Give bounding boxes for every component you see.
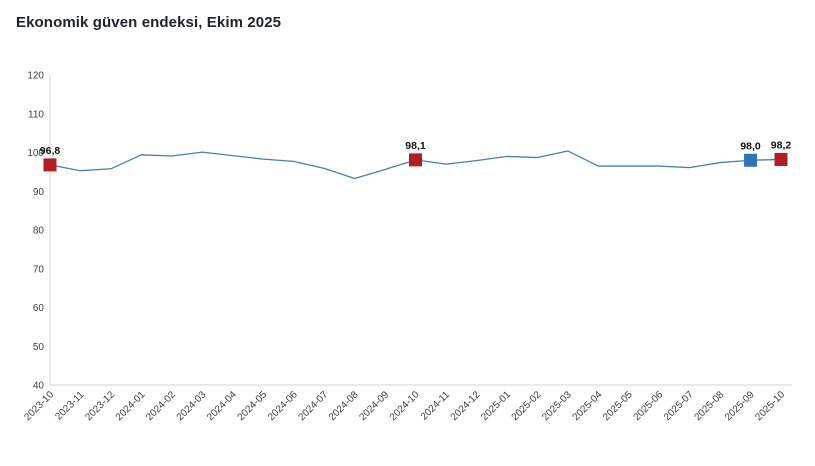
x-tick-label: 2025-03 [540, 389, 574, 423]
x-tick-label: 2025-09 [723, 389, 757, 423]
x-tick-label: 2024-10 [388, 389, 422, 423]
x-tick-label: 2025-10 [753, 389, 787, 423]
x-tick-label: 2025-02 [510, 389, 544, 423]
data-point-label: 96,8 [40, 145, 61, 157]
x-tick-label: 2025-07 [662, 389, 696, 423]
y-tick-label: 60 [33, 303, 45, 314]
data-point-marker [43, 158, 57, 172]
data-point-marker [744, 153, 758, 167]
y-tick-label: 110 [28, 109, 44, 120]
data-point-label: 98,1 [405, 140, 426, 152]
x-tick-label: 2024-04 [205, 389, 239, 423]
y-tick-label: 100 [27, 148, 44, 159]
chart-title: Ekonomik güven endeksi, Ekim 2025 [16, 14, 282, 31]
y-tick-label: 50 [33, 342, 45, 353]
y-tick-label: 90 [33, 187, 45, 198]
x-tick-label: 2025-05 [601, 389, 635, 423]
x-tick-label: 2024-02 [144, 389, 178, 423]
x-tick-label: 2024-03 [175, 389, 209, 423]
x-tick-label: 2024-06 [266, 389, 300, 423]
data-point-label: 98,0 [740, 140, 761, 152]
x-tick-label: 2025-06 [632, 389, 666, 423]
y-tick-label: 120 [27, 71, 44, 82]
x-tick-label: 2024-11 [419, 389, 453, 423]
data-point-marker [409, 153, 422, 167]
x-tick-label: 2024-05 [236, 389, 270, 423]
x-tick-label: 2025-04 [571, 389, 605, 423]
data-point-label: 98,2 [771, 139, 792, 151]
y-tick-label: 70 [33, 264, 45, 275]
x-tick-label: 2024-12 [449, 389, 483, 423]
x-tick-label: 2024-09 [357, 389, 391, 423]
x-tick-label: 2025-08 [692, 389, 726, 423]
data-point-marker [774, 152, 788, 166]
x-tick-label: 2023-10 [22, 389, 56, 423]
x-tick-label: 2025-01 [479, 389, 513, 423]
x-tick-label: 2023-12 [83, 389, 117, 423]
x-tick-label: 2024-08 [327, 389, 361, 423]
y-tick-label: 80 [33, 226, 45, 237]
x-tick-label: 2024-01 [114, 389, 148, 423]
x-tick-label: 2023-11 [53, 389, 87, 423]
x-tick-label: 2024-07 [297, 389, 331, 423]
y-tick-label: 40 [33, 381, 45, 392]
